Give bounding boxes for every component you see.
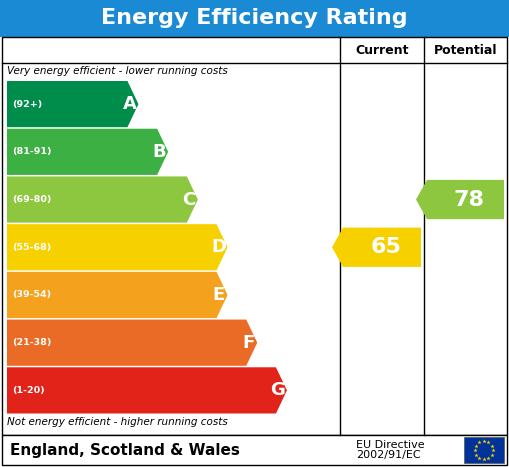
Text: Energy Efficiency Rating: Energy Efficiency Rating	[101, 8, 408, 28]
Text: C: C	[182, 191, 195, 209]
Bar	[2, 37, 507, 435]
Text: Potential: Potential	[434, 43, 497, 57]
Text: 78: 78	[454, 190, 485, 210]
Polygon shape	[7, 129, 168, 175]
Text: Current: Current	[355, 43, 409, 57]
Text: E: E	[212, 286, 224, 304]
Polygon shape	[7, 272, 228, 318]
Polygon shape	[7, 81, 138, 127]
Text: (81-91): (81-91)	[12, 147, 51, 156]
Polygon shape	[7, 319, 257, 366]
Text: (55-68): (55-68)	[12, 243, 51, 252]
Text: England, Scotland & Wales: England, Scotland & Wales	[10, 443, 240, 458]
Text: D: D	[211, 238, 226, 256]
Text: F: F	[242, 334, 254, 352]
Bar	[2, 435, 507, 465]
Text: (1-20): (1-20)	[12, 386, 45, 395]
Bar	[464, 437, 504, 463]
Text: 2002/91/EC: 2002/91/EC	[356, 450, 420, 460]
Text: (21-38): (21-38)	[12, 338, 51, 347]
Text: B: B	[152, 143, 166, 161]
Text: Not energy efficient - higher running costs: Not energy efficient - higher running co…	[7, 417, 228, 427]
Polygon shape	[7, 367, 287, 413]
Text: (39-54): (39-54)	[12, 290, 51, 299]
Text: A: A	[123, 95, 136, 113]
Text: Very energy efficient - lower running costs: Very energy efficient - lower running co…	[7, 66, 228, 76]
Polygon shape	[7, 177, 198, 223]
Text: (69-80): (69-80)	[12, 195, 51, 204]
Text: (92+): (92+)	[12, 99, 42, 109]
Bar	[0, 0, 509, 37]
Text: EU Directive: EU Directive	[356, 440, 425, 450]
Polygon shape	[7, 224, 228, 270]
Polygon shape	[332, 227, 421, 267]
Text: 65: 65	[371, 237, 402, 257]
Text: G: G	[270, 382, 286, 399]
Polygon shape	[416, 180, 504, 219]
